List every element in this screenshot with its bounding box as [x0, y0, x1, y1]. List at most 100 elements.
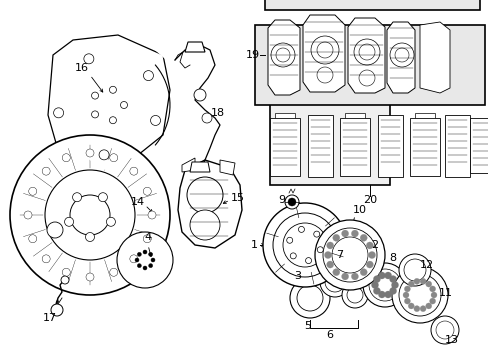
Circle shape: [109, 86, 116, 93]
Circle shape: [42, 255, 50, 263]
Circle shape: [289, 278, 329, 318]
Circle shape: [314, 220, 384, 290]
Circle shape: [429, 298, 435, 304]
Circle shape: [186, 177, 223, 213]
Text: 13: 13: [444, 335, 458, 345]
Text: 1: 1: [250, 240, 257, 250]
Circle shape: [358, 44, 374, 60]
Circle shape: [373, 287, 380, 294]
Circle shape: [120, 102, 127, 108]
Circle shape: [360, 269, 366, 276]
Circle shape: [84, 54, 94, 64]
Circle shape: [435, 321, 453, 339]
Circle shape: [404, 286, 409, 292]
Circle shape: [378, 272, 385, 279]
Circle shape: [319, 267, 349, 297]
Circle shape: [143, 187, 151, 195]
Text: 18: 18: [210, 108, 224, 118]
Circle shape: [389, 43, 413, 67]
Polygon shape: [386, 22, 414, 93]
Circle shape: [275, 48, 289, 62]
Circle shape: [398, 254, 430, 286]
Text: 12: 12: [419, 260, 433, 270]
Circle shape: [287, 198, 295, 206]
Bar: [264, 0, 479, 10]
Circle shape: [148, 264, 152, 267]
Circle shape: [404, 298, 409, 304]
Circle shape: [106, 217, 115, 226]
Polygon shape: [409, 118, 439, 176]
Polygon shape: [339, 118, 369, 176]
Circle shape: [70, 195, 110, 235]
Circle shape: [353, 39, 379, 65]
Circle shape: [151, 258, 155, 262]
Circle shape: [42, 167, 50, 175]
Circle shape: [80, 77, 136, 133]
Circle shape: [29, 187, 37, 195]
Polygon shape: [48, 35, 170, 167]
Circle shape: [407, 281, 413, 287]
Polygon shape: [267, 20, 299, 95]
Circle shape: [331, 237, 367, 273]
Circle shape: [402, 292, 408, 298]
Circle shape: [394, 48, 408, 62]
Circle shape: [368, 269, 400, 301]
Circle shape: [341, 230, 348, 237]
Circle shape: [286, 237, 292, 243]
Circle shape: [130, 255, 138, 263]
Circle shape: [430, 292, 436, 298]
Circle shape: [366, 261, 372, 268]
Circle shape: [62, 154, 70, 162]
Text: 8: 8: [388, 253, 396, 263]
Circle shape: [24, 211, 32, 219]
Circle shape: [407, 303, 413, 309]
Polygon shape: [347, 18, 384, 93]
Circle shape: [351, 273, 358, 280]
Polygon shape: [220, 160, 235, 175]
Text: 15: 15: [230, 193, 244, 203]
Circle shape: [98, 193, 107, 202]
Text: 3: 3: [294, 271, 301, 281]
Circle shape: [133, 248, 157, 272]
Circle shape: [332, 234, 339, 241]
Circle shape: [285, 195, 298, 209]
Circle shape: [263, 203, 346, 287]
Circle shape: [419, 306, 425, 312]
Circle shape: [190, 210, 220, 240]
Circle shape: [68, 65, 148, 145]
Polygon shape: [178, 160, 242, 248]
Circle shape: [202, 113, 212, 123]
Circle shape: [148, 252, 152, 256]
Circle shape: [351, 230, 358, 237]
Circle shape: [58, 183, 122, 247]
Text: 16: 16: [75, 63, 89, 73]
Circle shape: [148, 211, 156, 219]
Circle shape: [389, 287, 396, 294]
Circle shape: [362, 263, 406, 307]
Circle shape: [317, 247, 323, 253]
Text: 11: 11: [438, 288, 452, 298]
Circle shape: [413, 278, 419, 284]
Text: 17: 17: [43, 313, 57, 323]
Circle shape: [290, 253, 296, 259]
Circle shape: [384, 272, 391, 279]
Circle shape: [346, 287, 362, 303]
Circle shape: [425, 281, 431, 287]
Circle shape: [135, 258, 139, 262]
Circle shape: [45, 170, 135, 260]
Circle shape: [72, 193, 81, 202]
Circle shape: [296, 285, 323, 311]
Polygon shape: [307, 115, 332, 177]
Circle shape: [91, 92, 99, 99]
Circle shape: [109, 154, 118, 162]
Circle shape: [137, 252, 141, 256]
Circle shape: [378, 291, 385, 298]
Circle shape: [313, 231, 319, 237]
Circle shape: [326, 261, 333, 268]
Polygon shape: [182, 158, 195, 172]
Circle shape: [109, 268, 118, 276]
Circle shape: [366, 242, 372, 249]
Circle shape: [137, 264, 141, 267]
Circle shape: [316, 42, 332, 58]
Polygon shape: [83, 150, 123, 170]
